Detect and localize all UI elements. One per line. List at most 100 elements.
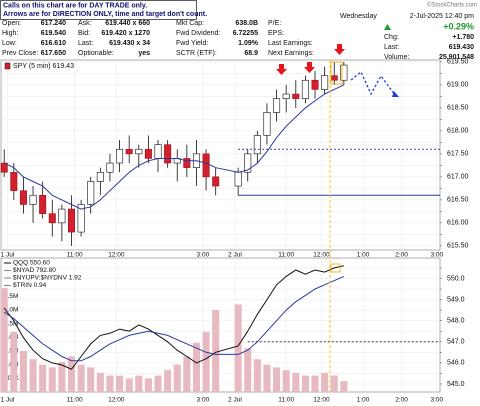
- candle-body: [144, 148, 152, 159]
- y-tick-label: 619.50: [447, 59, 469, 66]
- quote-value: yes: [138, 50, 150, 57]
- y-tick-label: 618.50: [447, 105, 469, 112]
- volume-bar: [135, 375, 143, 392]
- volume-bar: [87, 367, 95, 392]
- x-tick-label: 11:00: [67, 252, 83, 259]
- y-tick-label: 546.0: [447, 360, 465, 367]
- candle-body: [116, 148, 124, 164]
- volume-bar: [282, 370, 290, 392]
- candle-body: [244, 153, 252, 173]
- volume-bar: [125, 378, 133, 392]
- y-tick-label: 548.0: [447, 318, 465, 325]
- quote-date: 2-Jul-2025 12:40 pm: [410, 13, 474, 20]
- quote-value: 1.09%: [238, 40, 259, 47]
- candle-body: [10, 171, 18, 191]
- plot-frame: [0, 59, 441, 251]
- candle-body: [29, 194, 37, 205]
- quote-value: 619.440 x 660: [105, 20, 150, 27]
- candle-body: [311, 79, 319, 90]
- legend-label: $NYUPV:$NYDNV 1.92: [13, 275, 82, 282]
- candle-body: [125, 148, 133, 155]
- volume-bar: [144, 378, 152, 392]
- candle-body: [0, 162, 8, 173]
- y2-tick-label: 2.5M: [4, 320, 18, 327]
- legend-label: $NYAD 792.80: [13, 267, 56, 274]
- candle-body: [154, 144, 162, 159]
- quote-day: Wednesday: [340, 13, 377, 20]
- candle-body: [212, 176, 220, 187]
- watermark: ©StockCharts.com: [427, 2, 477, 9]
- quote-label: Low:: [2, 40, 17, 47]
- y-tick-label: 549.0: [447, 296, 465, 303]
- legend-label: $TRIN 0.94: [13, 282, 47, 289]
- y2-tick-label: 3.0M: [4, 307, 18, 314]
- x-tick-label: 2:00: [395, 397, 408, 404]
- y-tick-label: 616.50: [447, 197, 469, 204]
- x-tick-label: 11:00: [278, 252, 294, 259]
- volume-bar: [311, 375, 319, 392]
- candle-body: [183, 158, 191, 168]
- y-tick-label: 615.50: [447, 243, 469, 250]
- candle-body: [321, 75, 329, 90]
- x-tick-label: 11:00: [278, 397, 294, 404]
- volume-bar: [48, 367, 56, 392]
- candle-body: [340, 64, 348, 81]
- candle-body: [96, 171, 104, 182]
- x-tick-label: 2 Jul: [228, 397, 242, 404]
- x-tick-label: 12:00: [108, 252, 125, 259]
- volume-bar: [96, 372, 104, 392]
- quote-label: Fwd Dividend:: [176, 30, 220, 37]
- candle-body: [77, 204, 85, 233]
- x-tick-label: 11:00: [67, 397, 83, 404]
- y-tick-label: 618.00: [447, 128, 469, 135]
- volume-bar: [77, 364, 85, 392]
- candle-body: [135, 148, 143, 155]
- quote-label: Last Earnings:: [268, 40, 313, 47]
- highlight-box: [330, 61, 343, 85]
- candle-body: [301, 79, 309, 99]
- volume-bar: [116, 375, 124, 392]
- quote-label: Open:: [2, 20, 21, 27]
- volume-bar: [29, 359, 37, 392]
- volume-bar: [253, 359, 261, 392]
- x-tick-label: 1 Jul: [1, 397, 15, 404]
- quote-label: Bid:: [78, 30, 90, 37]
- quote-label: P/E:: [268, 20, 281, 27]
- volume-bar: [173, 364, 181, 392]
- quote-label: SCTR (ETF):: [176, 50, 217, 57]
- volume-bar: [321, 372, 329, 392]
- volume-bar: [106, 375, 114, 392]
- quote-value: +1.780: [452, 34, 474, 41]
- x-tick-label: 1:00: [357, 252, 370, 259]
- quote-value: 68.9: [244, 50, 258, 57]
- legend-swatch: [4, 62, 11, 70]
- candle-body: [234, 171, 242, 187]
- x-tick-label: 3:00: [430, 397, 443, 404]
- quote-label: Prev Close:: [2, 50, 38, 57]
- quote-label: Mkt Cap:: [176, 20, 204, 27]
- candle-body: [273, 98, 281, 113]
- x-tick-label: 3:00: [430, 252, 443, 259]
- chart-layer: Open: 617.240 Ask: 619.440 x 660 Mkt Cap: 638…: [1, 13, 475, 404]
- volume-bar: [202, 331, 210, 392]
- candle-body: [87, 181, 95, 205]
- volume-bar: [183, 356, 191, 392]
- volume-bar: [39, 364, 47, 392]
- candle-body: [253, 135, 261, 155]
- series-line: [3, 275, 345, 362]
- volume-bar: [0, 288, 8, 392]
- note-line: Arrows are for DIRECTION ONLY, time and …: [3, 11, 207, 18]
- candle-body: [106, 162, 114, 173]
- quote-value: 616.610: [41, 40, 66, 47]
- volume-bar: [292, 372, 300, 392]
- candle-body: [202, 153, 210, 178]
- quote-label: Last:: [384, 44, 399, 51]
- x-tick-label: 1 Jul: [1, 252, 15, 259]
- y-tick-label: 617.00: [447, 174, 469, 181]
- volume-bar: [58, 361, 66, 392]
- volume-bar: [192, 342, 200, 392]
- candle-body: [19, 190, 27, 205]
- x-tick-label: 3:00: [197, 397, 210, 404]
- quote-label: Ask:: [78, 20, 92, 27]
